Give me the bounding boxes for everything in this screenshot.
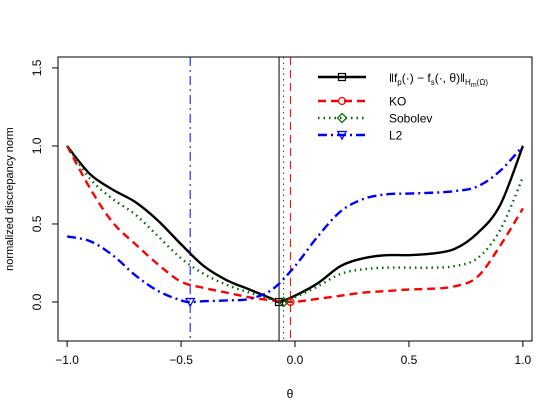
- series-markers: [184, 296, 295, 308]
- x-tick-label: 1.0: [515, 353, 532, 367]
- legend: KO Sobolev L2 ‖fp​(·) − fs​(·, θ)‖H​m​(Ω)​: [318, 71, 488, 143]
- y-tick-label: 1.5: [30, 59, 44, 76]
- x-tick-label: −0.5: [169, 353, 193, 367]
- legend-marker-ko: [337, 96, 347, 106]
- l2-series-line: [66, 145, 524, 304]
- x-tick-label: 0.0: [287, 353, 304, 367]
- y-axis: 0.0 0.5 1.0 1.5: [30, 59, 59, 310]
- y-tick-label: 0.5: [30, 215, 44, 232]
- minimum-lines: [189, 57, 291, 341]
- sobolev-series-line: [66, 145, 524, 304]
- legend-label-ko: KO: [389, 95, 406, 109]
- ko-series-line: [66, 145, 524, 304]
- x-axis: −1.0 −0.5 0.0 0.5 1.0: [55, 340, 532, 367]
- legend-label-l2: L2: [389, 129, 403, 143]
- norm-minimum-marker: [274, 297, 284, 307]
- x-tick-label: 0.5: [401, 353, 418, 367]
- y-tick-label: 1.0: [30, 137, 44, 154]
- ko-minimum-marker: [286, 297, 295, 307]
- x-tick-label: −1.0: [55, 353, 79, 367]
- legend-marker-norm: [337, 72, 347, 82]
- l2-minimum-marker: [184, 297, 196, 308]
- x-axis-label: θ: [287, 387, 294, 401]
- legend-marker-l2: [336, 130, 348, 141]
- y-tick-label: 0.0: [30, 293, 44, 310]
- y-axis-label: normalized discrepancy norm: [4, 127, 16, 271]
- sobolev-minimum-marker: [278, 296, 290, 308]
- legend-label-norm: ‖fp​(·) − fs​(·, θ)‖H​m​(Ω)​: [389, 71, 488, 89]
- legend-label-sobolev: Sobolev: [389, 112, 432, 126]
- legend-marker-sobolev: [336, 112, 348, 124]
